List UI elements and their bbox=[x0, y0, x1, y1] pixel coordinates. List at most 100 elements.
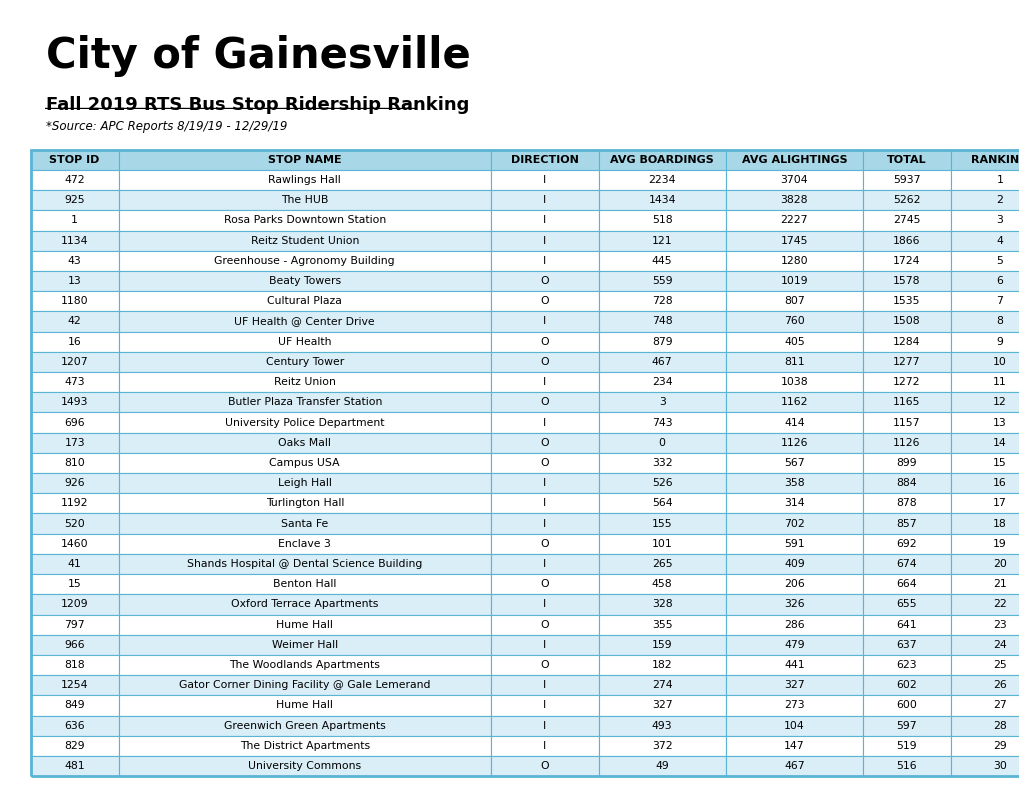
Bar bbox=[726, 736, 862, 756]
Bar bbox=[862, 412, 950, 433]
Text: 878: 878 bbox=[896, 498, 916, 508]
Bar bbox=[118, 231, 490, 251]
Text: 743: 743 bbox=[651, 418, 672, 428]
Text: 5937: 5937 bbox=[893, 175, 920, 185]
Bar bbox=[598, 372, 726, 392]
Bar bbox=[950, 655, 1019, 675]
Bar bbox=[598, 634, 726, 655]
Bar bbox=[950, 210, 1019, 231]
Text: 760: 760 bbox=[784, 317, 804, 326]
Text: Rawlings Hall: Rawlings Hall bbox=[268, 175, 340, 185]
Bar bbox=[490, 594, 598, 615]
Text: 493: 493 bbox=[651, 721, 672, 730]
Bar bbox=[950, 433, 1019, 453]
Text: 445: 445 bbox=[651, 256, 672, 266]
Bar bbox=[598, 716, 726, 736]
Bar bbox=[950, 190, 1019, 210]
Text: 25: 25 bbox=[993, 660, 1006, 670]
Text: 15: 15 bbox=[67, 579, 82, 589]
Bar bbox=[31, 190, 118, 210]
Bar bbox=[118, 251, 490, 271]
Bar bbox=[726, 634, 862, 655]
Bar bbox=[726, 695, 862, 716]
Text: 567: 567 bbox=[784, 458, 804, 468]
Text: The HUB: The HUB bbox=[281, 195, 328, 205]
Bar bbox=[118, 210, 490, 231]
Text: 702: 702 bbox=[784, 519, 804, 529]
Bar bbox=[31, 332, 118, 351]
Text: 2745: 2745 bbox=[893, 215, 920, 225]
Bar bbox=[726, 574, 862, 594]
Bar bbox=[118, 292, 490, 311]
Text: 811: 811 bbox=[784, 357, 804, 367]
Bar bbox=[726, 190, 862, 210]
Bar bbox=[118, 716, 490, 736]
Bar bbox=[862, 453, 950, 473]
Text: O: O bbox=[540, 336, 548, 347]
Text: 564: 564 bbox=[651, 498, 672, 508]
Bar bbox=[950, 716, 1019, 736]
Bar bbox=[598, 695, 726, 716]
Bar bbox=[490, 311, 598, 332]
Bar bbox=[598, 473, 726, 493]
Bar bbox=[118, 311, 490, 332]
Bar bbox=[950, 493, 1019, 514]
Text: 355: 355 bbox=[651, 619, 672, 630]
Text: 810: 810 bbox=[64, 458, 85, 468]
Text: 1493: 1493 bbox=[61, 397, 89, 407]
Text: 12: 12 bbox=[993, 397, 1006, 407]
Text: I: I bbox=[542, 317, 546, 326]
Text: 7: 7 bbox=[996, 296, 1003, 307]
Text: 899: 899 bbox=[896, 458, 916, 468]
Text: I: I bbox=[542, 195, 546, 205]
Text: 467: 467 bbox=[784, 761, 804, 771]
Bar bbox=[490, 392, 598, 412]
Text: 273: 273 bbox=[784, 701, 804, 711]
Bar bbox=[118, 493, 490, 514]
Bar bbox=[726, 351, 862, 372]
Text: 516: 516 bbox=[896, 761, 916, 771]
Bar bbox=[31, 655, 118, 675]
Text: The District Apartments: The District Apartments bbox=[239, 741, 370, 751]
Text: 467: 467 bbox=[651, 357, 672, 367]
Bar bbox=[598, 574, 726, 594]
Text: 147: 147 bbox=[784, 741, 804, 751]
Bar bbox=[31, 675, 118, 695]
Text: 1019: 1019 bbox=[780, 276, 807, 286]
Text: 926: 926 bbox=[64, 478, 85, 488]
Text: I: I bbox=[542, 175, 546, 185]
Text: 600: 600 bbox=[896, 701, 916, 711]
Text: 13: 13 bbox=[67, 276, 82, 286]
Text: 1578: 1578 bbox=[893, 276, 920, 286]
Bar bbox=[950, 554, 1019, 574]
Text: 206: 206 bbox=[784, 579, 804, 589]
Bar bbox=[31, 716, 118, 736]
Text: O: O bbox=[540, 619, 548, 630]
Text: O: O bbox=[540, 761, 548, 771]
Text: Cultural Plaza: Cultural Plaza bbox=[267, 296, 342, 307]
Bar bbox=[598, 351, 726, 372]
Text: *Source: APC Reports 8/19/19 - 12/29/19: *Source: APC Reports 8/19/19 - 12/29/19 bbox=[46, 120, 287, 132]
Bar bbox=[862, 736, 950, 756]
Text: 664: 664 bbox=[896, 579, 916, 589]
Bar bbox=[726, 392, 862, 412]
Text: 101: 101 bbox=[651, 539, 672, 548]
Text: 1254: 1254 bbox=[61, 680, 89, 690]
Bar bbox=[598, 675, 726, 695]
Bar bbox=[118, 615, 490, 634]
Bar bbox=[726, 554, 862, 574]
Bar bbox=[598, 271, 726, 292]
Text: 3: 3 bbox=[996, 215, 1003, 225]
Text: Campus USA: Campus USA bbox=[269, 458, 339, 468]
Text: 5: 5 bbox=[996, 256, 1003, 266]
Text: 234: 234 bbox=[651, 377, 672, 387]
Text: I: I bbox=[542, 519, 546, 529]
Text: 104: 104 bbox=[784, 721, 804, 730]
Bar bbox=[950, 170, 1019, 190]
Bar bbox=[726, 433, 862, 453]
Bar bbox=[598, 554, 726, 574]
Text: Gator Corner Dining Facility @ Gale Lemerand: Gator Corner Dining Facility @ Gale Leme… bbox=[179, 680, 430, 690]
Text: O: O bbox=[540, 397, 548, 407]
Text: 559: 559 bbox=[651, 276, 672, 286]
Text: 1192: 1192 bbox=[61, 498, 89, 508]
